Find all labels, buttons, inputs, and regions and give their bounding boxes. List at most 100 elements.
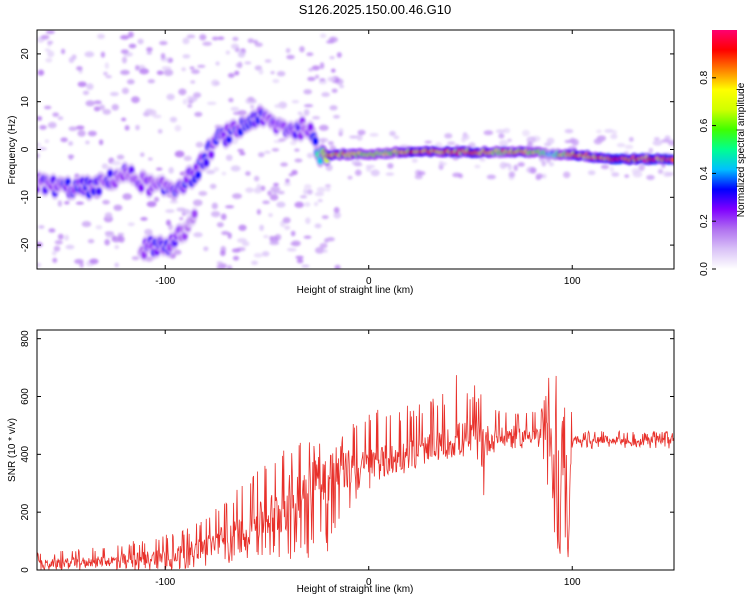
spectrogram-ridge-core <box>128 166 135 175</box>
spectrogram-speckle <box>254 42 263 47</box>
spectrogram-speckle <box>611 172 620 177</box>
spectrogram-speckle <box>542 173 547 179</box>
spectrogram-speckle <box>232 193 242 200</box>
spectrogram-speckle <box>321 215 329 220</box>
spectrogram-speckle <box>74 258 84 265</box>
spectrogram-speckle <box>220 213 227 221</box>
spectrogram-speckle <box>128 43 137 49</box>
spectrogram-y-ticks: -20 -10 0 10 20 <box>20 48 674 252</box>
spectrogram-speckle <box>319 243 328 249</box>
spectrogram-speckle <box>312 116 321 120</box>
spectrogram-speckle <box>137 38 144 45</box>
spectrogram-speckle <box>247 96 255 102</box>
spectrogram-speckle <box>104 62 109 69</box>
spectrogram-speckle <box>303 108 310 116</box>
spectrogram-speckle <box>77 81 87 88</box>
spectrogram-speckle <box>47 121 57 129</box>
spectrogram-speckle <box>237 148 245 153</box>
spectrogram-speckle <box>209 183 217 190</box>
spectrogram-x-tick-label: 0 <box>366 276 372 287</box>
spectrogram-speckle <box>638 164 645 172</box>
spectrogram-speckle <box>662 171 671 178</box>
spectrogram-y-tick-label: -20 <box>20 237 31 252</box>
spectrogram-speckle <box>165 219 171 226</box>
spectrogram-speckle <box>541 160 547 167</box>
spectrogram-speckle <box>256 208 261 215</box>
spectrogram-speckle <box>311 65 321 71</box>
colorbar-ticks: 0.0 0.2 0.4 0.6 0.8 <box>699 70 716 276</box>
spectrogram-speckle <box>307 76 316 82</box>
spectrogram-speckle <box>483 130 494 136</box>
spectrogram-speckle <box>191 69 200 75</box>
spectrogram-speckle <box>89 258 99 265</box>
spectrogram-speckle <box>37 116 43 121</box>
spectrogram-ridge-core <box>195 170 202 179</box>
snr-y-ticks: 0 200 400 600 800 <box>20 330 674 573</box>
spectrogram-speckle <box>291 240 301 247</box>
spectrogram-speckle <box>548 161 555 167</box>
spectrogram-ridge-core <box>312 137 319 146</box>
spectrogram-speckle <box>333 211 341 219</box>
spectrogram-speckle <box>285 47 291 54</box>
spectrogram-speckle <box>97 33 105 40</box>
spectrogram-speckle <box>271 148 280 152</box>
spectrogram-speckle <box>313 201 319 207</box>
spectrogram-speckle <box>111 160 122 166</box>
spectrogram-speckle <box>215 61 220 66</box>
spectrogram-speckle <box>284 225 291 230</box>
spectrogram-speckle <box>294 158 303 163</box>
spectrogram-speckle <box>51 250 57 256</box>
spectrogram-x-tick-label: -100 <box>155 276 175 287</box>
spectrogram-speckle <box>101 163 109 170</box>
spectrogram-speckle <box>47 50 55 58</box>
spectrogram-speckle <box>274 104 282 109</box>
spectrogram-speckle <box>474 164 481 169</box>
spectrogram-y-axis-title: Frequency (Hz) <box>7 116 18 185</box>
spectrogram-speckle <box>48 228 56 233</box>
spectrogram-speckle <box>199 34 207 41</box>
spectrogram-speckle <box>563 171 571 179</box>
spectrogram-speckle <box>314 191 324 197</box>
snr-panel: -100 0 100 0 200 400 600 800 Height of straigh… <box>7 329 675 595</box>
spectrogram-speckle <box>109 91 119 97</box>
spectrogram-blobs <box>37 30 674 269</box>
spectrogram-speckle <box>155 167 163 171</box>
spectrogram-speckle <box>498 139 509 147</box>
spectrogram-speckle <box>131 96 140 104</box>
spectrogram-speckle <box>270 71 275 75</box>
spectrogram-speckle <box>193 232 203 238</box>
spectrogram-speckle <box>86 83 94 91</box>
spectrogram-speckle <box>290 140 297 146</box>
spectrogram-speckle <box>163 69 174 77</box>
colorbar-tick-label: 0.6 <box>699 118 710 132</box>
spectrogram-speckle <box>135 124 140 131</box>
spectrogram-speckle <box>232 111 241 116</box>
spectrogram-speckle <box>447 141 456 146</box>
spectrogram-speckle <box>87 238 95 244</box>
spectrogram-speckle <box>202 41 212 46</box>
colorbar-title: Normalized spectral amplitude <box>736 82 747 217</box>
spectrogram-speckle <box>319 33 327 39</box>
spectrogram-speckle <box>486 174 496 180</box>
spectrogram-speckle <box>111 103 119 111</box>
spectrogram-speckle <box>221 231 230 236</box>
spectrogram-speckle <box>308 67 314 72</box>
spectrogram-speckle <box>220 250 226 257</box>
spectrogram-speckle <box>596 129 602 134</box>
spectrogram-speckle <box>356 134 363 141</box>
spectrogram-speckle <box>318 80 327 85</box>
spectrogram-speckle <box>85 140 90 145</box>
spectrogram-speckle <box>182 37 190 45</box>
spectrogram-speckle <box>211 202 218 210</box>
spectrogram-speckle <box>283 182 291 187</box>
spectrogram-speckle <box>251 260 259 265</box>
spectrogram-speckle <box>121 56 127 64</box>
spectrogram-speckle <box>324 184 331 188</box>
spectrogram-speckle <box>198 191 208 196</box>
colorbar-tick-label: 0.0 <box>699 262 710 276</box>
spectrogram-speckle <box>68 126 78 132</box>
spectrogram-speckle <box>338 127 344 135</box>
spectrogram-speckle <box>290 230 296 237</box>
colorbar-gradient <box>712 30 737 269</box>
spectrogram-speckle <box>57 116 64 121</box>
